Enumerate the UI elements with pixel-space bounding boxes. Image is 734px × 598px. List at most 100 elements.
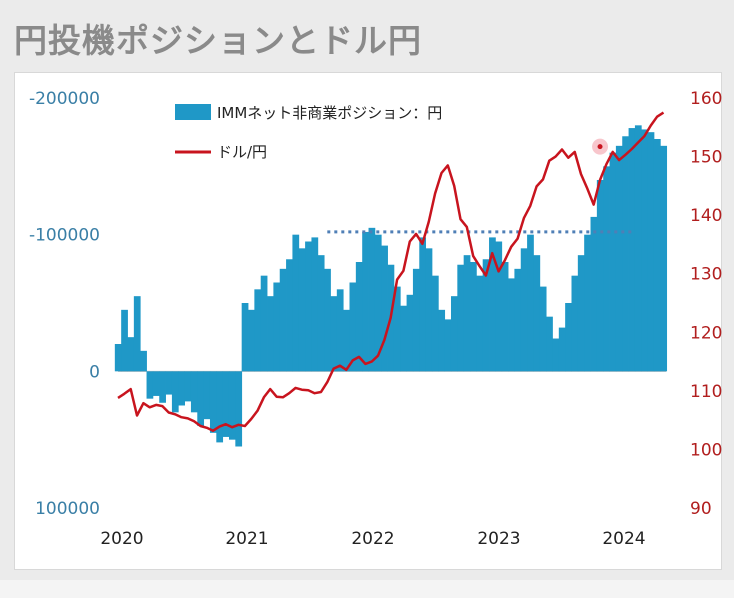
bar	[489, 237, 496, 372]
bar	[279, 268, 287, 372]
bar	[558, 327, 566, 372]
bar	[146, 371, 154, 399]
bar	[362, 231, 369, 372]
bar	[628, 128, 636, 372]
bar	[133, 296, 141, 372]
bar	[457, 264, 465, 372]
right-tick-label: 110	[690, 382, 722, 402]
x-tick-label: 2023	[477, 529, 520, 549]
bar	[539, 286, 547, 372]
bar	[584, 234, 591, 372]
bar	[381, 245, 388, 372]
bar	[305, 241, 312, 372]
bar	[444, 319, 452, 372]
bar	[508, 278, 515, 372]
x-tick-label: 2024	[602, 529, 645, 549]
bar	[317, 255, 325, 372]
bar	[400, 305, 407, 372]
bar	[609, 152, 617, 372]
left-tick-label: 100000	[35, 499, 100, 519]
right-tick-label: 130	[690, 265, 722, 285]
bar	[222, 371, 230, 437]
left-axis-ticks: -200000 -100000 0 100000	[29, 89, 100, 519]
bar	[374, 234, 382, 372]
bar	[565, 303, 572, 372]
bar	[273, 282, 281, 372]
bar	[292, 234, 300, 372]
right-axis-ticks: 160 150 140 130 120 110 100 90	[690, 89, 722, 519]
bar	[127, 337, 135, 372]
bar	[552, 338, 560, 372]
bar	[235, 371, 243, 447]
bar	[343, 309, 350, 372]
bar	[438, 309, 446, 372]
bar	[520, 248, 528, 372]
bar	[647, 132, 655, 372]
bar	[412, 268, 420, 372]
bar	[577, 255, 585, 372]
bar	[406, 294, 414, 372]
legend-label-bars: IMMネット非商業ポジション：円	[217, 104, 442, 122]
x-tick-label: 2022	[351, 529, 394, 549]
right-tick-label: 120	[690, 323, 722, 343]
legend-swatch-bars	[175, 104, 211, 120]
legend-label-line: ドル/円	[217, 143, 267, 161]
highlight-marker	[592, 138, 609, 155]
bar	[171, 371, 179, 413]
right-tick-label: 100	[690, 440, 722, 460]
bar	[330, 296, 338, 372]
bar	[355, 262, 363, 372]
bar	[431, 275, 439, 372]
bar	[203, 371, 211, 420]
bar	[368, 227, 376, 372]
bar	[254, 289, 262, 372]
bar	[121, 309, 128, 372]
bar	[660, 145, 668, 372]
bar	[641, 129, 649, 372]
legend: IMMネット非商業ポジション：円 ドル/円	[175, 104, 442, 161]
right-tick-label: 160	[690, 89, 722, 109]
bar	[470, 262, 477, 372]
bar	[615, 145, 623, 372]
bar	[425, 248, 433, 372]
bar	[349, 282, 357, 372]
bar	[159, 371, 166, 403]
usdjpy-line	[117, 111, 665, 432]
bar	[140, 350, 147, 372]
bar	[527, 234, 534, 372]
bar	[286, 259, 293, 372]
bar	[260, 275, 268, 372]
right-tick-label: 140	[690, 206, 722, 226]
bar	[501, 262, 509, 372]
bar	[476, 275, 484, 372]
bar	[165, 371, 173, 395]
bar	[152, 371, 160, 396]
bar	[596, 180, 604, 372]
bar	[241, 303, 249, 372]
bar	[622, 136, 629, 372]
bar	[603, 166, 610, 372]
right-tick-label: 150	[690, 148, 722, 168]
bar	[533, 255, 541, 372]
x-axis-ticks: 2020 2021 2022 2023 2024	[100, 529, 645, 549]
bar	[393, 286, 401, 372]
bar	[571, 275, 579, 372]
bar	[590, 216, 598, 372]
bar	[184, 371, 192, 402]
bar	[482, 259, 490, 372]
bar	[190, 371, 198, 413]
bar	[178, 371, 185, 406]
bar	[463, 255, 471, 372]
bar	[311, 237, 319, 372]
left-tick-label: -100000	[29, 226, 100, 246]
bar	[248, 309, 255, 372]
bar	[197, 371, 205, 426]
line-series-usdjpy	[117, 111, 665, 432]
bottom-strip	[0, 580, 734, 598]
bar	[114, 344, 122, 372]
x-tick-label: 2021	[225, 529, 268, 549]
right-tick-label: 90	[690, 499, 712, 519]
bar	[267, 296, 274, 372]
bar-series-imm	[114, 125, 668, 447]
